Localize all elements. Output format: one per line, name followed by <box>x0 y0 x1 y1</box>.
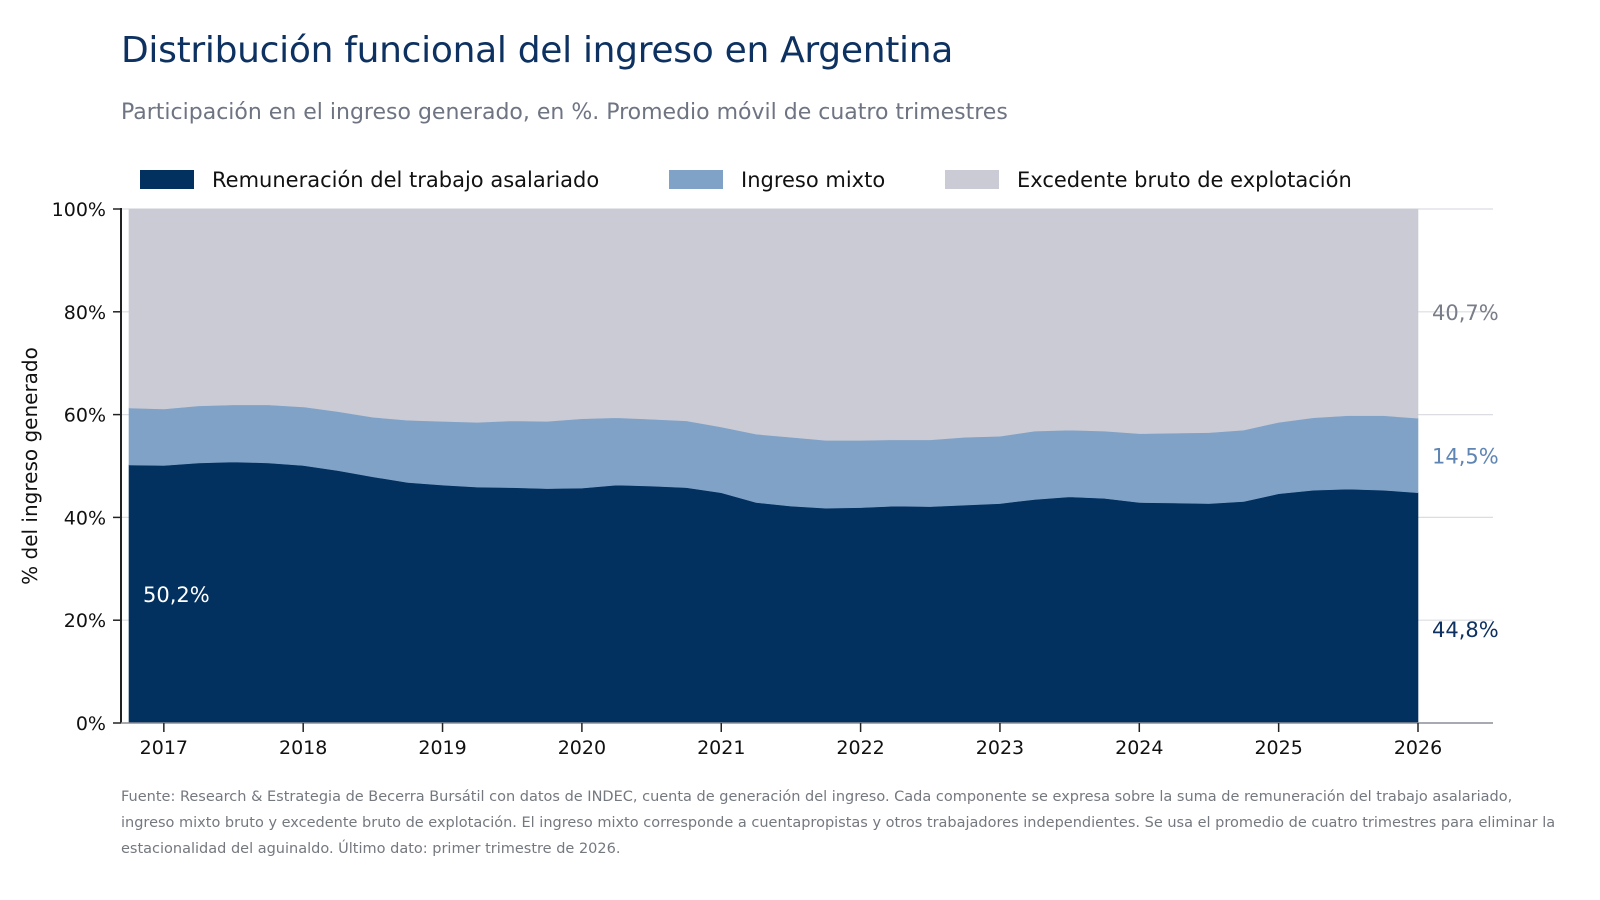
chart-subtitle: Participación en el ingreso generado, en… <box>121 100 1008 125</box>
area-excedente-bruto-de-explotación <box>128 208 1419 441</box>
x-tick-label-2019: 2019 <box>418 737 466 759</box>
chart-title: Distribución funcional del ingreso en Ar… <box>121 30 954 71</box>
x-tick-label-2022: 2022 <box>836 737 884 759</box>
legend: Remuneración del trabajo asalariado Ingre… <box>140 168 1352 192</box>
y-tick-label-40: 40% <box>64 507 106 529</box>
legend-label-2: Excedente bruto de explotación <box>1017 168 1352 192</box>
legend-label-0: Remuneración del trabajo asalariado <box>212 168 599 192</box>
x-tick-label-2018: 2018 <box>279 737 327 759</box>
legend-swatch-1 <box>669 170 723 189</box>
x-tick-label-2020: 2020 <box>558 737 606 759</box>
x-tick-label-2024: 2024 <box>1115 737 1163 759</box>
areas <box>128 208 1419 724</box>
y-tick-label-20: 20% <box>64 610 106 632</box>
end-label-1: 44,8% <box>1432 618 1499 642</box>
legend-label-1: Ingreso mixto <box>741 168 885 192</box>
annotations: 50,2% 44,8% 14,5% 40,7% <box>143 301 1499 642</box>
x-tick-label-2026: 2026 <box>1394 737 1442 759</box>
axes: 0% 20% 40% 60% 80% 100% 2017 2018 2019 2020 2021 20… <box>18 199 1493 759</box>
x-tick-label-2025: 2025 <box>1254 737 1302 759</box>
y-tick-label-0: 0% <box>76 713 106 735</box>
x-tick-label-2017: 2017 <box>140 737 188 759</box>
stacked-area-chart: Remuneración del trabajo asalariado Ingre… <box>18 168 1499 759</box>
y-tick-label-60: 60% <box>64 405 106 427</box>
legend-swatch-0 <box>140 170 194 189</box>
source-note: Fuente: Research & Estrategia de Becerra… <box>121 789 1556 857</box>
end-label-3: 40,7% <box>1432 301 1499 325</box>
y-tick-label-100: 100% <box>52 199 106 221</box>
x-tick-label-2021: 2021 <box>697 737 745 759</box>
y-axis-title: % del ingreso generado <box>18 347 42 585</box>
x-tick-label-2023: 2023 <box>976 737 1024 759</box>
start-label-0: 50,2% <box>143 583 210 607</box>
y-tick-label-80: 80% <box>64 302 106 324</box>
legend-swatch-2 <box>945 170 999 189</box>
end-label-2: 14,5% <box>1432 444 1499 468</box>
